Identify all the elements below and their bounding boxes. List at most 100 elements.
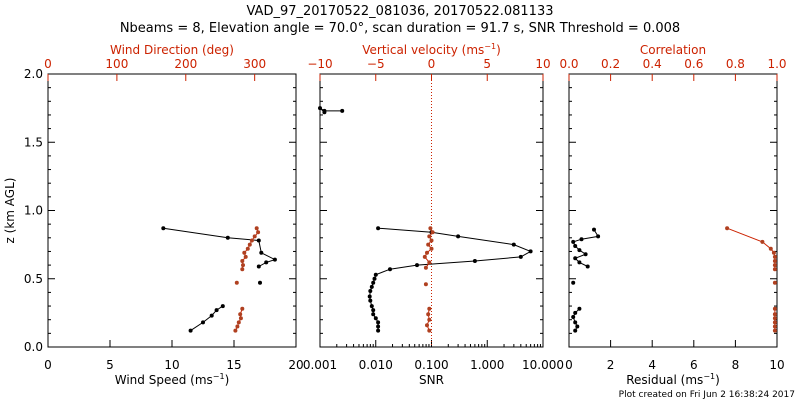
data-point-residual bbox=[573, 320, 578, 325]
data-point-snr bbox=[388, 267, 392, 272]
top-tick-label: 0 bbox=[428, 57, 436, 71]
data-point-residual bbox=[571, 315, 576, 319]
top-tick-label: 0 bbox=[44, 57, 52, 71]
data-point-snr bbox=[368, 289, 373, 293]
x-tick-label: 4 bbox=[648, 358, 656, 372]
data-point-wind_direction bbox=[236, 320, 241, 325]
data-point-snr bbox=[518, 254, 523, 259]
y-tick-label: 1.0 bbox=[24, 204, 43, 218]
data-point-snr bbox=[368, 298, 373, 303]
data-point-wind_direction bbox=[249, 238, 254, 243]
data-point-wind_direction bbox=[256, 230, 261, 235]
data-point-wind_direction bbox=[235, 324, 240, 329]
data-point-vertical_velocity bbox=[427, 306, 432, 311]
data-point-residual bbox=[571, 280, 576, 285]
data-point-snr bbox=[369, 284, 374, 289]
data-point-wind_direction bbox=[247, 242, 252, 247]
series-line-wind_direction bbox=[241, 228, 259, 270]
top-tick-label: 0.8 bbox=[726, 57, 745, 71]
data-point-vertical_velocity bbox=[425, 323, 429, 328]
data-point-wind_direction bbox=[245, 246, 250, 251]
top-tick-label: 100 bbox=[105, 57, 128, 71]
data-point-vertical_velocity bbox=[423, 265, 428, 270]
series-line-snr bbox=[319, 107, 343, 113]
data-point-snr bbox=[456, 234, 461, 239]
top-axis-label-wind: Wind Direction (deg) bbox=[110, 43, 234, 57]
data-point-wind_direction bbox=[252, 234, 257, 239]
data-point-wind_direction bbox=[241, 263, 245, 268]
data-point-wind_speed bbox=[209, 313, 214, 318]
panel-wind: 0.00.51.01.52.0z (km AGL)0 5 10 15 200 100 200… bbox=[3, 57, 304, 372]
series-wind_speed bbox=[161, 226, 277, 333]
data-point-correlation bbox=[768, 246, 773, 251]
data-point-wind_speed bbox=[161, 226, 166, 231]
x-tick-label: 10.000 bbox=[522, 358, 564, 372]
data-point-snr bbox=[376, 226, 381, 231]
x-tick-label: 1.000 bbox=[470, 358, 504, 372]
data-point-vertical_velocity bbox=[425, 250, 429, 255]
data-point-vertical_velocity bbox=[429, 238, 434, 243]
x-tick-label: 0.001 bbox=[303, 358, 337, 372]
data-point-wind_speed bbox=[259, 250, 264, 255]
data-point-correlation bbox=[772, 254, 777, 259]
data-point-vertical_velocity bbox=[427, 317, 432, 322]
data-point-snr bbox=[371, 280, 376, 285]
x-tick-label: 0.010 bbox=[359, 358, 393, 372]
y-tick-label: 1.5 bbox=[24, 135, 43, 149]
data-point-vertical_velocity bbox=[428, 226, 433, 231]
data-point-residual bbox=[579, 237, 584, 242]
data-point-residual bbox=[573, 244, 578, 248]
data-point-snr bbox=[373, 316, 378, 321]
series-correlation bbox=[725, 226, 777, 333]
bottom-axis-label-wind: Wind Speed (ms−1) bbox=[115, 372, 230, 387]
data-point-residual bbox=[573, 310, 578, 315]
data-point-correlation bbox=[772, 280, 777, 285]
data-point-vertical_velocity bbox=[427, 260, 432, 265]
data-point-snr bbox=[318, 106, 322, 111]
data-point-wind_direction bbox=[238, 312, 243, 317]
data-point-residual bbox=[583, 252, 588, 257]
data-point-correlation bbox=[772, 324, 777, 329]
data-point-snr bbox=[376, 320, 381, 325]
x-tick-label: 15 bbox=[226, 358, 241, 372]
data-point-correlation bbox=[760, 239, 765, 244]
data-point-snr bbox=[340, 108, 345, 113]
series-line-correlation bbox=[726, 227, 776, 270]
series-line-vertical_velocity bbox=[424, 227, 434, 269]
top-tick-label: 5 bbox=[483, 57, 491, 71]
x-tick-label: 0.100 bbox=[414, 358, 448, 372]
series-line-residual bbox=[572, 229, 599, 267]
data-point-correlation bbox=[772, 328, 777, 333]
panel-residual: 0 2 4 6 8 10 0.0 0.2 0.4 0.6 0.8 1.0 bbox=[559, 57, 786, 372]
data-point-correlation bbox=[772, 267, 777, 272]
data-point-snr bbox=[372, 276, 377, 281]
x-tick-label: 2 bbox=[607, 358, 615, 372]
data-point-wind_direction bbox=[254, 226, 259, 231]
data-point-vertical_velocity bbox=[426, 242, 431, 247]
data-point-snr bbox=[367, 294, 372, 299]
data-point-residual bbox=[575, 324, 580, 329]
data-point-vertical_velocity bbox=[429, 246, 434, 251]
y-axis-label: z (km AGL) bbox=[3, 178, 17, 244]
figure-title: VAD_97_20170522_081036, 20170522.081133 bbox=[247, 4, 554, 19]
data-point-correlation bbox=[771, 250, 776, 255]
plot-created-footer: Plot created on Fri Jun 2 16:38:24 2017 bbox=[619, 390, 795, 400]
data-point-wind_direction bbox=[242, 250, 247, 255]
data-point-wind_speed bbox=[220, 304, 225, 309]
data-point-residual bbox=[592, 227, 596, 232]
x-tick-label: 0 bbox=[44, 358, 52, 372]
data-point-snr bbox=[528, 249, 533, 254]
data-point-residual bbox=[573, 328, 578, 333]
data-point-wind_speed bbox=[272, 257, 277, 262]
data-point-wind_speed bbox=[188, 328, 193, 333]
data-point-vertical_velocity bbox=[427, 328, 432, 333]
data-point-wind_direction bbox=[240, 306, 245, 311]
plot-frame-wind bbox=[47, 73, 297, 348]
panel-vertical: 0.001 0.010 0.100 1.000 10.000 −10 −5 0 5 10 bbox=[303, 57, 564, 372]
x-tick-label: 0 bbox=[565, 358, 573, 372]
data-point-correlation bbox=[772, 316, 777, 321]
data-point-vertical_velocity bbox=[423, 282, 428, 287]
data-point-wind_speed bbox=[258, 280, 262, 285]
data-point-wind_direction bbox=[240, 267, 245, 272]
top-axis-label-vertical: Vertical velocity (ms−1) bbox=[362, 42, 501, 57]
